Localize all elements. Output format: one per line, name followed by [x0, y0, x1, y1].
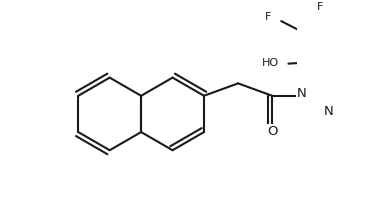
- Text: F: F: [265, 12, 271, 22]
- Text: N: N: [297, 87, 307, 100]
- Text: N: N: [324, 105, 334, 118]
- Text: F: F: [317, 2, 323, 12]
- Text: O: O: [268, 125, 278, 138]
- Text: HO: HO: [262, 58, 279, 68]
